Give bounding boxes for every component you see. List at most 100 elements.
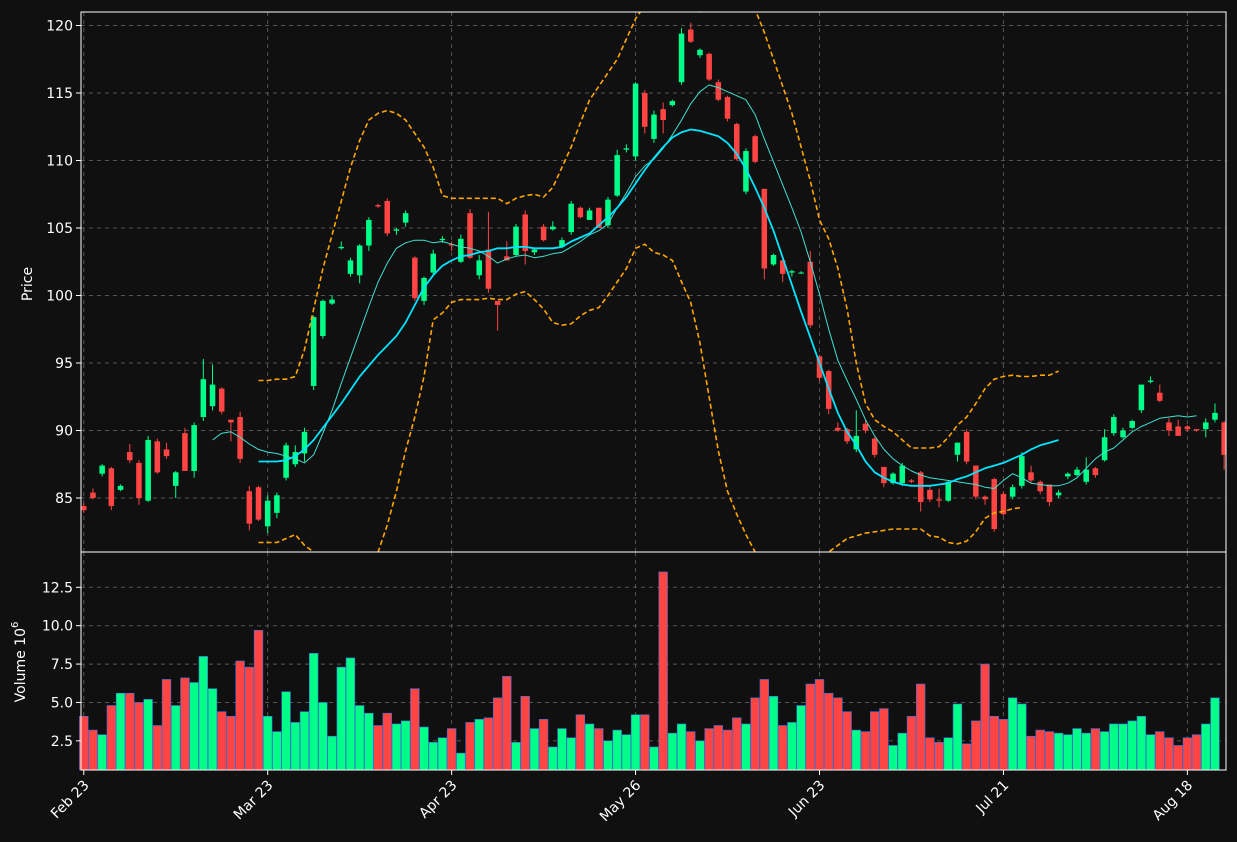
volume-bar [1072,728,1082,771]
candle-body [338,246,345,249]
volume-bar [870,711,880,771]
candle-body [163,449,170,457]
candle-body [1111,417,1117,434]
volume-bar [309,653,319,771]
volume-bar [612,729,622,771]
volume-bar [1191,734,1202,771]
volume-bar [548,746,558,771]
candle-body [347,260,354,274]
volume-bar [538,719,549,771]
volume-bar [575,714,586,771]
volume-bar [336,666,346,771]
volume-bar [594,728,604,771]
volume-bar [88,729,98,771]
volume-bar [1210,697,1220,771]
volume-bar [115,692,126,771]
candle-body [1184,426,1191,430]
volume-bar [630,714,641,771]
candle-body [1101,437,1108,461]
candle-body [752,136,758,162]
candle-body [1055,492,1062,496]
volume-bar [143,699,153,771]
volume-bar [980,663,990,771]
candle-body [908,480,915,482]
volume-bar [263,715,273,771]
candle-body [329,299,335,304]
volume-bar [446,728,457,771]
volume-bar [1007,697,1018,771]
candle-body [412,257,418,299]
candle-body [687,29,694,42]
volume-bar [1136,715,1147,771]
price-y-tick-label: 100 [46,289,73,305]
volume-y-axis-label: Volume 106 [10,622,29,703]
candle-body [393,229,400,231]
volume-bar [207,688,218,771]
candle-body [209,384,216,407]
volume-bar [272,731,282,771]
candle-body [927,489,933,500]
volume-panel-frame [80,551,1227,771]
volume-bar [1164,737,1174,771]
volume-bar [603,740,613,771]
candle-body [458,238,464,262]
candle-body [145,439,151,501]
volume-bar [1182,737,1193,771]
candle-body [108,468,115,507]
volume-bar [235,660,245,771]
candle-body [384,201,391,234]
price-y-ticks: 85 90 95 100 105 110 115 120 [46,19,81,507]
volume-bar [1053,732,1064,771]
candle-body [1019,456,1025,486]
candle-body [366,219,372,246]
volume-bar [1201,723,1211,771]
moving-average-short-line [212,84,1197,489]
price-grid [81,12,1226,552]
volume-bar [97,734,107,771]
volume-bar [474,719,484,771]
candle-body [1166,422,1172,431]
volume-y-tick-label: 5.0 [51,695,73,711]
volume-bars [79,571,1220,771]
candle-body [1037,481,1043,492]
candle-body [715,82,722,100]
candle-body [632,83,639,157]
volume-bar [345,657,356,771]
candle-body [136,462,142,498]
candle-body [255,487,262,520]
volume-bar [805,683,815,771]
candle-body [936,499,942,501]
candle-body [614,155,620,196]
candle-body [844,429,850,442]
candle-body [301,431,308,454]
volume-bar [824,692,834,771]
volume-bar [915,683,926,771]
volume-bar [400,720,411,771]
candle-body [540,226,547,241]
volume-bar [189,682,199,771]
candle-body [283,445,289,478]
price-y-tick-label: 110 [46,154,73,170]
volume-bar [860,731,871,771]
candle-body [798,272,804,274]
candle-body [1129,421,1135,428]
volume-bar [244,666,254,771]
candle-body [476,260,482,276]
candle-body [678,33,685,83]
volume-bar [778,725,788,771]
price-panel: 85 90 95 100 105 110 115 120 Price [20,11,1227,553]
volume-panel: 2.5 5.0 7.5 10.0 12.5 Volume 106 [10,551,1227,771]
volume-bar [492,697,503,771]
volume-y-tick-label: 12.5 [42,580,73,596]
candle-body [954,442,961,455]
price-lines [212,12,1197,552]
candle-body [890,473,896,484]
candle-body [991,479,997,530]
candle-body [559,240,565,247]
candle-body [881,466,887,484]
volume-bar [226,715,236,771]
volume-bar [465,722,475,771]
candle-body [228,419,234,423]
volume-bar [437,737,448,771]
candle-body [1138,384,1145,411]
